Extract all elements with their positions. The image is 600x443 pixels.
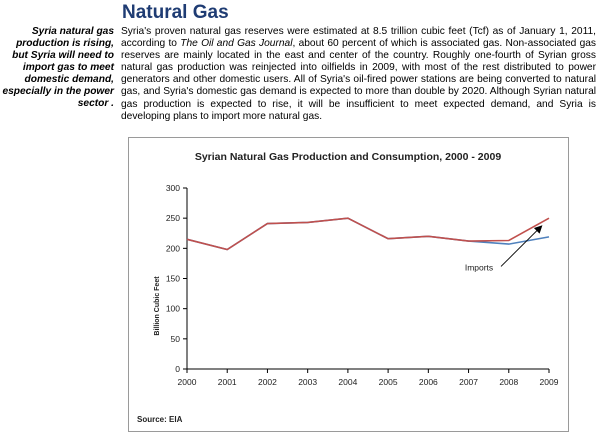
y-tick-label: 300 [166, 183, 180, 193]
imports-annotation-label: Imports [465, 263, 493, 273]
y-tick-label: 100 [166, 304, 180, 314]
x-tick-label: 2000 [178, 377, 197, 387]
x-tick-label: 2007 [459, 377, 478, 387]
section-title: Natural Gas [122, 2, 229, 23]
sidebar-note: Syria natural gas production is rising, … [2, 26, 114, 109]
y-tick-label: 50 [171, 334, 181, 344]
body-text-intro: Syria's proven natural gas reserves were… [121, 26, 596, 50]
series-line-2 [186, 217, 550, 251]
chart-frame: Syrian Natural Gas Production and Consum… [128, 137, 569, 432]
y-tick-label: 150 [166, 274, 180, 284]
gas-chart: Syrian Natural Gas Production and Consum… [137, 151, 559, 424]
x-tick-label: 2009 [540, 377, 559, 387]
journal-name: The Oil and Gas Journal [180, 38, 293, 50]
y-tick-label: 200 [166, 243, 180, 253]
x-tick-label: 2005 [379, 377, 398, 387]
body-text-rest: , about 60 percent of which is associate… [121, 38, 596, 122]
chart-title: Syrian Natural Gas Production and Consum… [195, 151, 501, 163]
x-tick-label: 2003 [298, 377, 317, 387]
y-tick-label: 250 [166, 213, 180, 223]
y-tick-label: 0 [175, 364, 180, 374]
y-axis-label: Billion Cubic Feet [154, 276, 161, 336]
x-tick-label: 2006 [419, 377, 438, 387]
x-tick-label: 2001 [218, 377, 237, 387]
imports-annotation-arrow [500, 225, 543, 267]
chart-source: Source: EIA [137, 415, 183, 424]
x-tick-label: 2004 [338, 377, 357, 387]
body-paragraph: Syria's proven natural gas reserves were… [121, 26, 596, 123]
x-tick-label: 2008 [499, 377, 518, 387]
x-tick-label: 2002 [258, 377, 277, 387]
series-line-1 [186, 217, 550, 251]
